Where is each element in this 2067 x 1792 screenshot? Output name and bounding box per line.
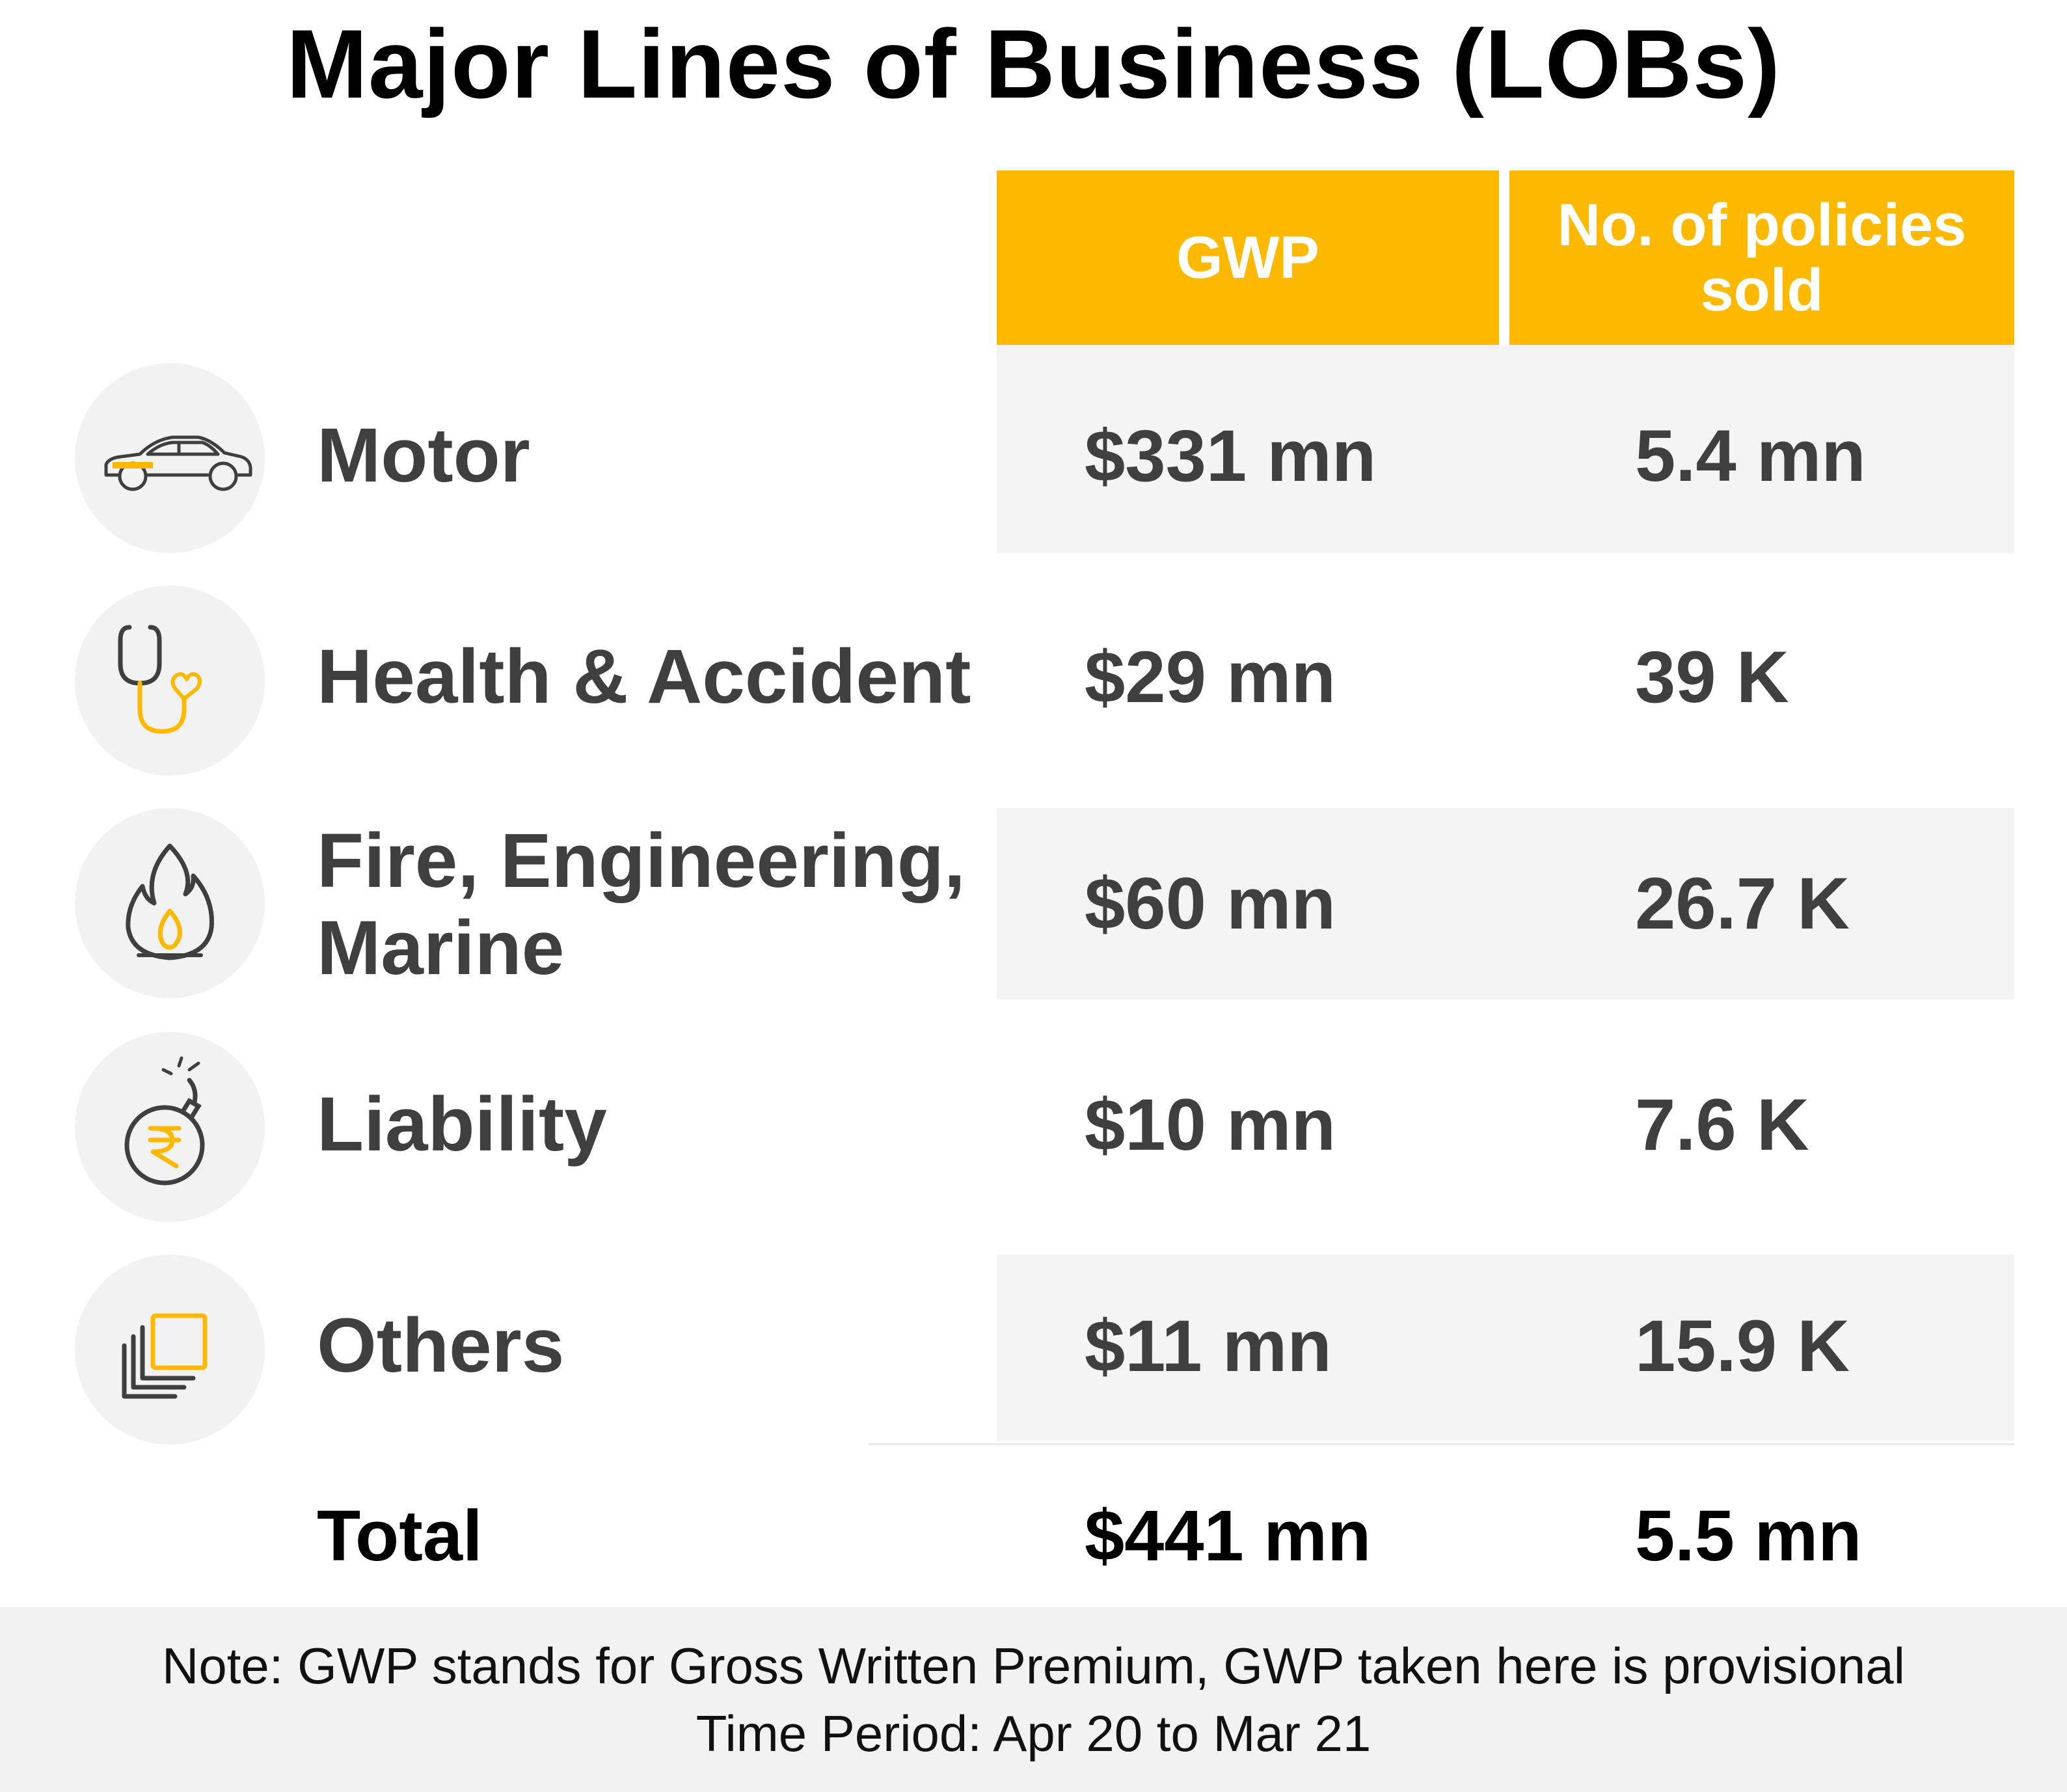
gwp-value-others: $11 mn: [1085, 1305, 1332, 1387]
header-gwp: GWP: [997, 170, 1499, 345]
footnote-line-1: Note: GWP stands for Gross Written Premi…: [162, 1637, 1905, 1694]
footnote-line-2: Time Period: Apr 20 to Mar 21: [696, 1705, 1371, 1762]
flame-icon: [75, 808, 265, 998]
total-policies: 5.5 mn: [1635, 1495, 1862, 1576]
total-gwp: $441 mn: [1085, 1495, 1371, 1576]
row-label-health: Health & Accident: [317, 634, 971, 720]
total-divider: [869, 1443, 2014, 1445]
row-label-fire: Fire, Engineering, Marine: [317, 818, 966, 991]
gwp-value-liability: $10 mn: [1085, 1083, 1336, 1165]
row-label-others: Others: [317, 1303, 565, 1389]
policies-value-health: 39 K: [1635, 636, 1789, 718]
row-band-fire: [997, 808, 2014, 999]
footnote: Note: GWP stands for Gross Written Premi…: [0, 1607, 2067, 1792]
row-label-motor: Motor: [317, 413, 530, 498]
row-band-motor: [997, 345, 2014, 553]
stethoscope-icon: [75, 586, 265, 776]
rupee-bomb-icon: [75, 1032, 265, 1222]
total-label: Total: [317, 1495, 483, 1576]
row-band-others: [997, 1255, 2014, 1441]
policies-value-motor: 5.4 mn: [1635, 414, 1866, 496]
car-icon: [75, 363, 265, 553]
row-label-liability: Liability: [317, 1081, 607, 1167]
gwp-value-health: $29 mn: [1085, 636, 1336, 718]
policies-value-others: 15.9 K: [1635, 1305, 1850, 1387]
gwp-value-motor: $331 mn: [1085, 414, 1377, 496]
header-policies: No. of policies sold: [1509, 170, 2014, 345]
gwp-value-fire: $60 mn: [1085, 862, 1336, 944]
policies-value-fire: 26.7 K: [1635, 862, 1850, 944]
policies-value-liability: 7.6 K: [1635, 1083, 1809, 1165]
page-title: Major Lines of Business (LOBs): [286, 9, 1781, 118]
stacked-squares-icon: [75, 1255, 265, 1445]
